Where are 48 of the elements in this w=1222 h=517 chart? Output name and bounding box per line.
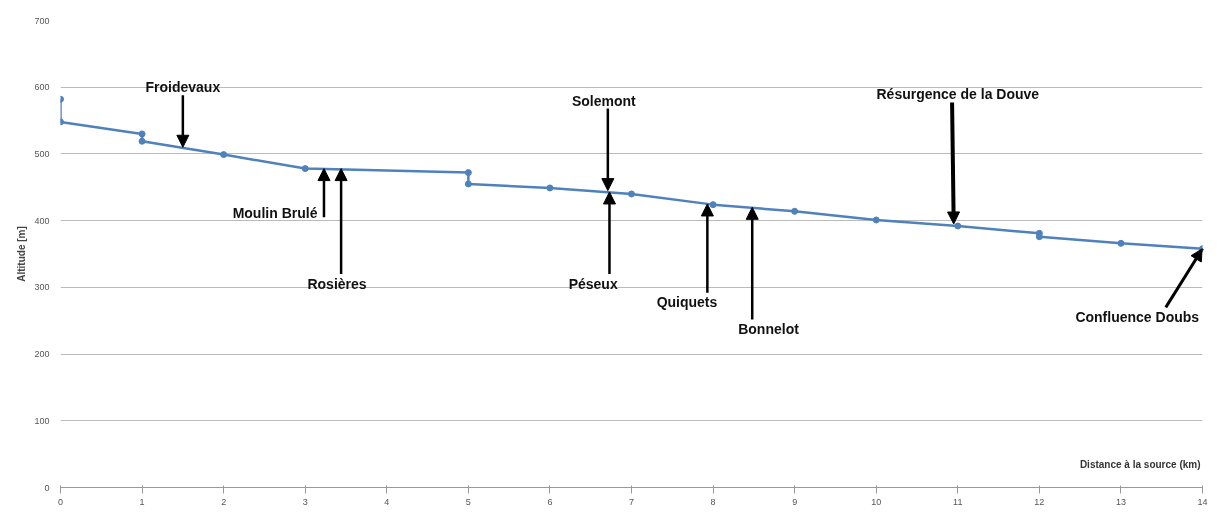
x-tick-label: 13 bbox=[1115, 496, 1126, 507]
x-tick-label: 10 bbox=[871, 496, 882, 507]
point bbox=[954, 222, 962, 230]
y-tick-label: 200 bbox=[34, 349, 50, 360]
y-tick-label: 300 bbox=[34, 282, 50, 293]
x-axis-title: Distance à la source (km) bbox=[1079, 458, 1201, 470]
annotation: Péseux bbox=[568, 276, 618, 293]
annotation: Froidevaux bbox=[145, 79, 221, 96]
x-tick-label: 12 bbox=[1034, 496, 1045, 507]
y-tick-label: 400 bbox=[34, 215, 50, 226]
x-tick-label: 7 bbox=[629, 496, 635, 507]
annotation: Solemont bbox=[571, 92, 636, 109]
annotation: Rosières bbox=[307, 276, 367, 293]
point bbox=[1117, 239, 1125, 247]
point bbox=[628, 190, 635, 198]
x-tick-label: 11 bbox=[953, 496, 963, 507]
x-tick-label: 1 bbox=[139, 496, 145, 507]
point bbox=[138, 130, 146, 138]
y-tick-label: 500 bbox=[34, 148, 50, 159]
point bbox=[464, 169, 472, 177]
point bbox=[872, 216, 880, 224]
annotation: Résurgence de la Douve bbox=[876, 85, 1040, 102]
annotation: Bonnelot bbox=[738, 320, 800, 337]
point bbox=[1035, 233, 1043, 241]
x-tick-label: 14 bbox=[1197, 496, 1208, 507]
y-tick-label: 700 bbox=[34, 15, 50, 26]
x-tick-label: 0 bbox=[58, 496, 64, 507]
x-tick-label: 4 bbox=[384, 496, 390, 507]
y-axis-title: Altitude [m] bbox=[16, 226, 28, 282]
y-tick-label: 100 bbox=[34, 415, 50, 426]
x-tick-label: 6 bbox=[547, 496, 553, 507]
x-tick-label: 8 bbox=[710, 496, 716, 507]
x-tick-label: 9 bbox=[792, 496, 798, 507]
point bbox=[301, 165, 309, 173]
annotation: Moulin Brulé bbox=[232, 204, 318, 221]
y-tick-label: 0 bbox=[44, 482, 50, 493]
y-tick-label: 600 bbox=[34, 82, 50, 93]
point bbox=[546, 184, 554, 192]
point bbox=[220, 151, 228, 159]
point bbox=[709, 201, 717, 209]
point bbox=[138, 137, 146, 145]
point bbox=[464, 180, 472, 188]
x-tick-label: 5 bbox=[465, 496, 471, 507]
annotation: Confluence Doubs bbox=[1075, 308, 1200, 325]
annotation: Quiquets bbox=[656, 294, 718, 311]
x-tick-label: 2 bbox=[221, 496, 227, 507]
point bbox=[791, 207, 799, 215]
x-tick-label: 3 bbox=[302, 496, 308, 507]
